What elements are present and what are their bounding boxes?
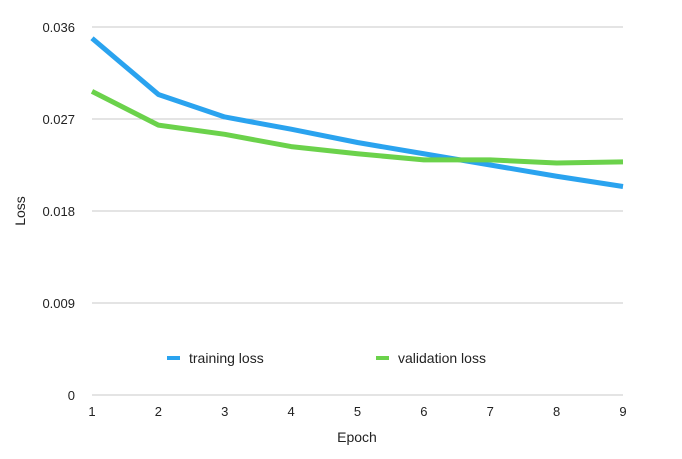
x-axis-label: Epoch (337, 429, 377, 445)
x-tick-label: 7 (487, 404, 494, 419)
y-axis-label: Loss (12, 196, 28, 226)
series-lines (90, 36, 624, 189)
x-tick-label: 8 (553, 404, 560, 419)
x-axis-ticks: 1 2 3 4 5 6 7 8 9 (88, 404, 626, 419)
x-tick-label: 9 (619, 404, 626, 419)
y-tick-label: 0.036 (42, 20, 75, 35)
gridlines (92, 26, 623, 396)
legend-label-1: validation loss (398, 350, 486, 366)
y-tick-label: 0.018 (42, 204, 75, 219)
series-line-1 (90, 89, 624, 166)
x-tick-label: 3 (221, 404, 228, 419)
x-tick-label: 4 (288, 404, 295, 419)
series-line-0 (90, 36, 624, 189)
x-tick-label: 6 (420, 404, 427, 419)
legend: training loss validation loss (167, 350, 486, 366)
y-tick-label: 0.027 (42, 112, 75, 127)
legend-label-0: training loss (189, 350, 264, 366)
y-tick-label: 0.009 (42, 296, 75, 311)
y-tick-label: 0 (68, 388, 75, 403)
y-axis-ticks: 0 0.009 0.018 0.027 0.036 (42, 20, 75, 403)
x-tick-label: 5 (354, 404, 361, 419)
x-tick-label: 2 (155, 404, 162, 419)
x-tick-label: 1 (88, 404, 95, 419)
